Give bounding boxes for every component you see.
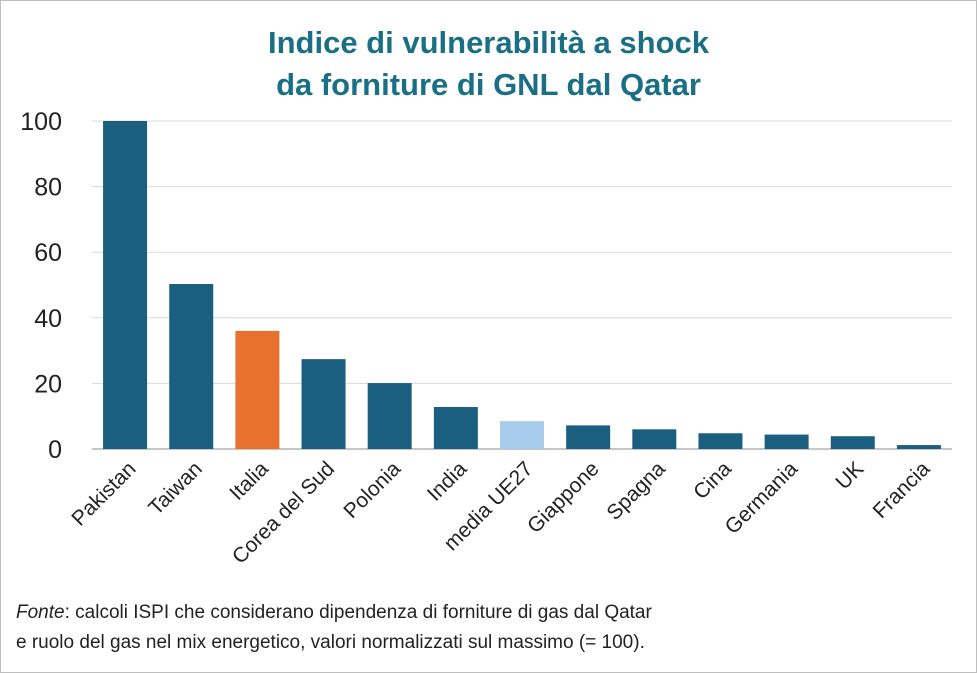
bar-spagna [632,429,677,449]
y-tick-label: 80 [34,174,62,202]
bar-italia [235,330,280,449]
chart-title: Indice di vulnerabilità a shock da forni… [0,22,977,106]
bar-media-ue27 [500,421,544,449]
footnote: Fonte: calcoli ISPI che considerano dipe… [16,598,652,658]
footnote-line-1: Fonte: calcoli ISPI che considerano dipe… [16,598,652,628]
bar-pakistan [103,121,148,449]
x-tick-label: Polonia [339,457,405,523]
y-tick-label: 20 [34,370,62,398]
chart-title-line-2: da forniture di GNL dal Qatar [276,67,701,102]
x-tick-label: Giappone [523,457,604,538]
x-tick-label: Cina [689,457,736,504]
y-tick-label: 40 [34,305,62,333]
bar-germania [764,434,809,449]
x-tick-label: UK [831,457,868,494]
x-tick-label: Francia [869,457,935,523]
footnote-line-1-text: : calcoli ISPI che considerano dipendenz… [64,602,652,623]
bar-cina [698,433,743,449]
bar-taiwan [169,284,214,449]
y-tick-label: 0 [48,436,62,464]
y-tick-label: 60 [34,239,62,267]
bar-francia [896,445,941,449]
bar-uk [830,436,875,449]
chart-title-line-1: Indice di vulnerabilità a shock [267,25,710,60]
footnote-line-2: e ruolo del gas nel mix energetico, valo… [16,632,645,653]
x-tick-label: Italia [225,457,273,505]
bar-india [433,407,478,449]
bar-corea-del-sud [301,359,346,449]
x-tick-label: Taiwan [144,457,206,519]
bar-polonia [367,383,412,449]
x-tick-label: Germania [721,457,803,539]
x-tick-label: Pakistan [67,457,140,530]
x-tick-label: India [423,457,472,506]
source-label: Fonte [16,602,65,623]
x-tick-label: Spagna [602,457,670,525]
bar-giappone [566,425,611,449]
y-tick-label: 100 [20,108,62,136]
